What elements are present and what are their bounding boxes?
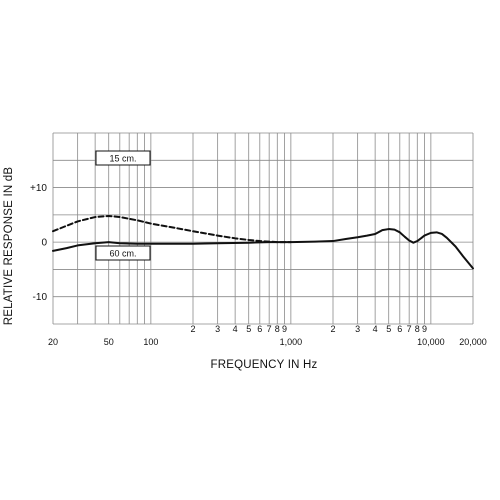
series-line-60cm: [52, 228, 474, 270]
x-tick-label: 3: [215, 324, 220, 334]
legend-box-60cm: [95, 245, 151, 261]
x-tick-label: 2: [190, 324, 195, 334]
y-tick-label: -10: [33, 292, 48, 303]
legend-label-60cm: 60 cm.: [109, 249, 136, 259]
y-tick-label: +10: [30, 183, 47, 194]
legend-box-15cm: [95, 150, 151, 166]
x-tick-label: 7: [267, 324, 272, 334]
x-tick-label: 9: [282, 324, 287, 334]
x-tick-label: 3: [355, 324, 360, 334]
chart-legend: 15 cm. 60 cm.: [95, 150, 151, 261]
x-tick-label: 100: [143, 337, 158, 347]
x-tick-label: 5: [246, 324, 251, 334]
x-tick-label: 8: [275, 324, 280, 334]
x-tick-label: 4: [373, 324, 378, 334]
legend-label-15cm: 15 cm.: [109, 154, 136, 164]
series-line-15cm: [52, 214, 292, 244]
x-tick-label: 7: [407, 324, 412, 334]
y-axis-title: RELATIVE RESPONSE IN dB: [3, 167, 15, 326]
y-tick-label: 0: [41, 238, 47, 249]
chart-curves: [52, 214, 474, 270]
x-tick-label: 6: [257, 324, 262, 334]
x-tick-label: 50: [104, 337, 114, 347]
x-tick-label: 20: [48, 337, 58, 347]
x-tick-label: 8: [415, 324, 420, 334]
x-tick-label: 6: [397, 324, 402, 334]
x-tick-label: 4: [233, 324, 238, 334]
x-axis-title: FREQUENCY IN Hz: [211, 359, 318, 371]
x-tick-label: 10,000: [417, 337, 445, 347]
x-tick-label: 20,000: [459, 337, 487, 347]
x-tick-label: 5: [386, 324, 391, 334]
x-tick-label: 9: [422, 324, 427, 334]
y-tick-labels: +10 0 -10: [30, 183, 47, 303]
x-tick-label: 2: [330, 324, 335, 334]
x-tick-label: 1,000: [280, 337, 303, 347]
